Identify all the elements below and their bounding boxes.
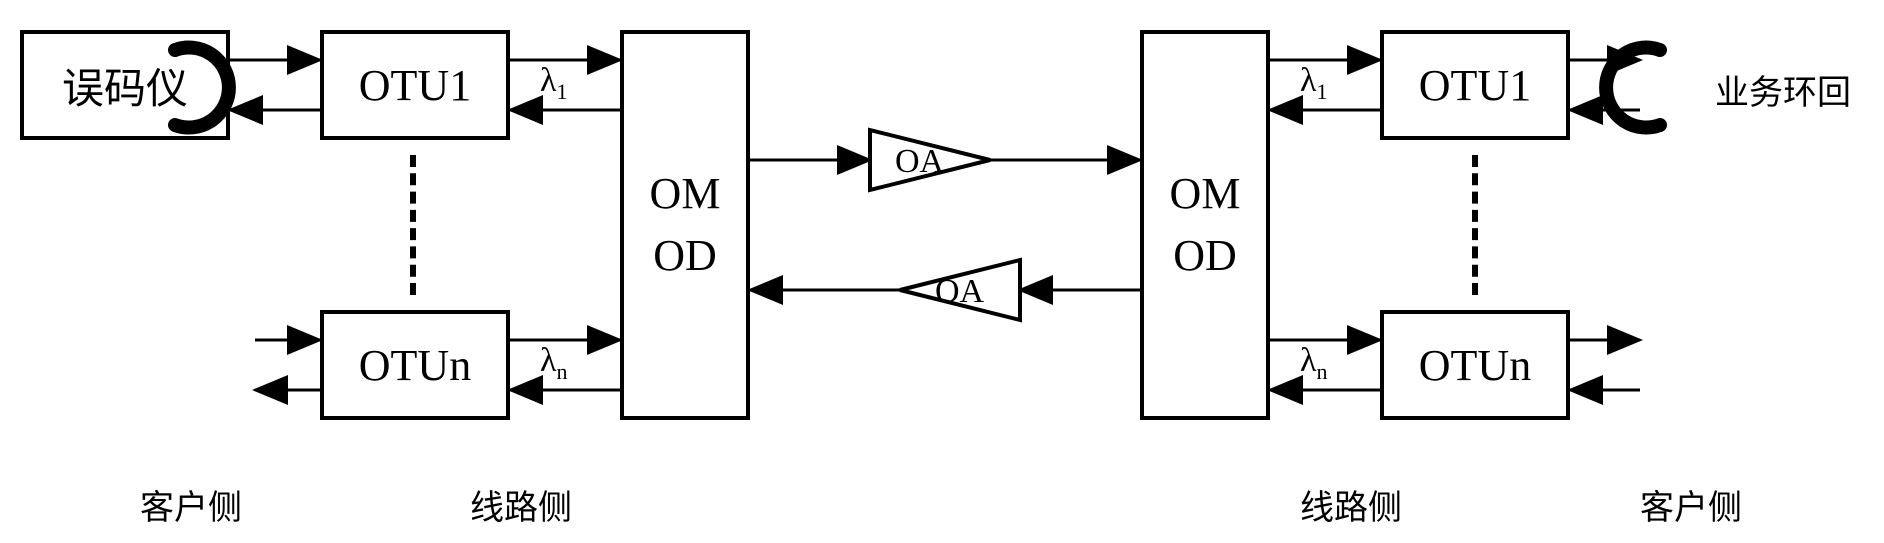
otun-right-label: OTUn	[1419, 340, 1531, 391]
connections-overlay: OA OA	[0, 0, 1884, 543]
otu1-left-label: OTU1	[359, 60, 471, 111]
otun-left-box: OTUn	[320, 310, 510, 420]
omod-left-bot: OD	[653, 225, 717, 287]
otu1-left-box: OTU1	[320, 30, 510, 140]
omod-right-top: OM	[1170, 163, 1241, 225]
lambdan-left: λn	[540, 342, 568, 385]
line-right-label: 线路侧	[1300, 480, 1402, 529]
service-loop-icon	[1606, 48, 1660, 128]
dots-right	[1472, 155, 1478, 295]
otun-right-box: OTUn	[1380, 310, 1570, 420]
omod-right-bot: OD	[1173, 225, 1237, 287]
lambda1-left: λ1	[540, 62, 568, 105]
client-right-label: 客户侧	[1640, 480, 1742, 529]
loop-label: 业务环回	[1715, 65, 1851, 114]
oa-top-text: OA	[895, 143, 945, 180]
omod-left-box: OM OD	[620, 30, 750, 420]
line-left-label: 线路侧	[470, 480, 572, 529]
omod-right-box: OM OD	[1140, 30, 1270, 420]
diagram-canvas: 误码仪 OTU1 OTUn OM OD OM OD OTU1 OTUn λ1 λ…	[0, 0, 1884, 543]
dots-left	[410, 155, 416, 295]
ber-label: 误码仪	[62, 55, 188, 116]
ber-box: 误码仪	[20, 30, 230, 140]
lambdan-right: λn	[1300, 342, 1328, 385]
otun-left-label: OTUn	[359, 340, 471, 391]
otu1-right-label: OTU1	[1419, 60, 1531, 111]
oa-bot-text: OA	[935, 273, 985, 310]
omod-left-top: OM	[650, 163, 721, 225]
client-left-label: 客户侧	[140, 480, 242, 529]
otu1-right-box: OTU1	[1380, 30, 1570, 140]
lambda1-right: λ1	[1300, 62, 1328, 105]
